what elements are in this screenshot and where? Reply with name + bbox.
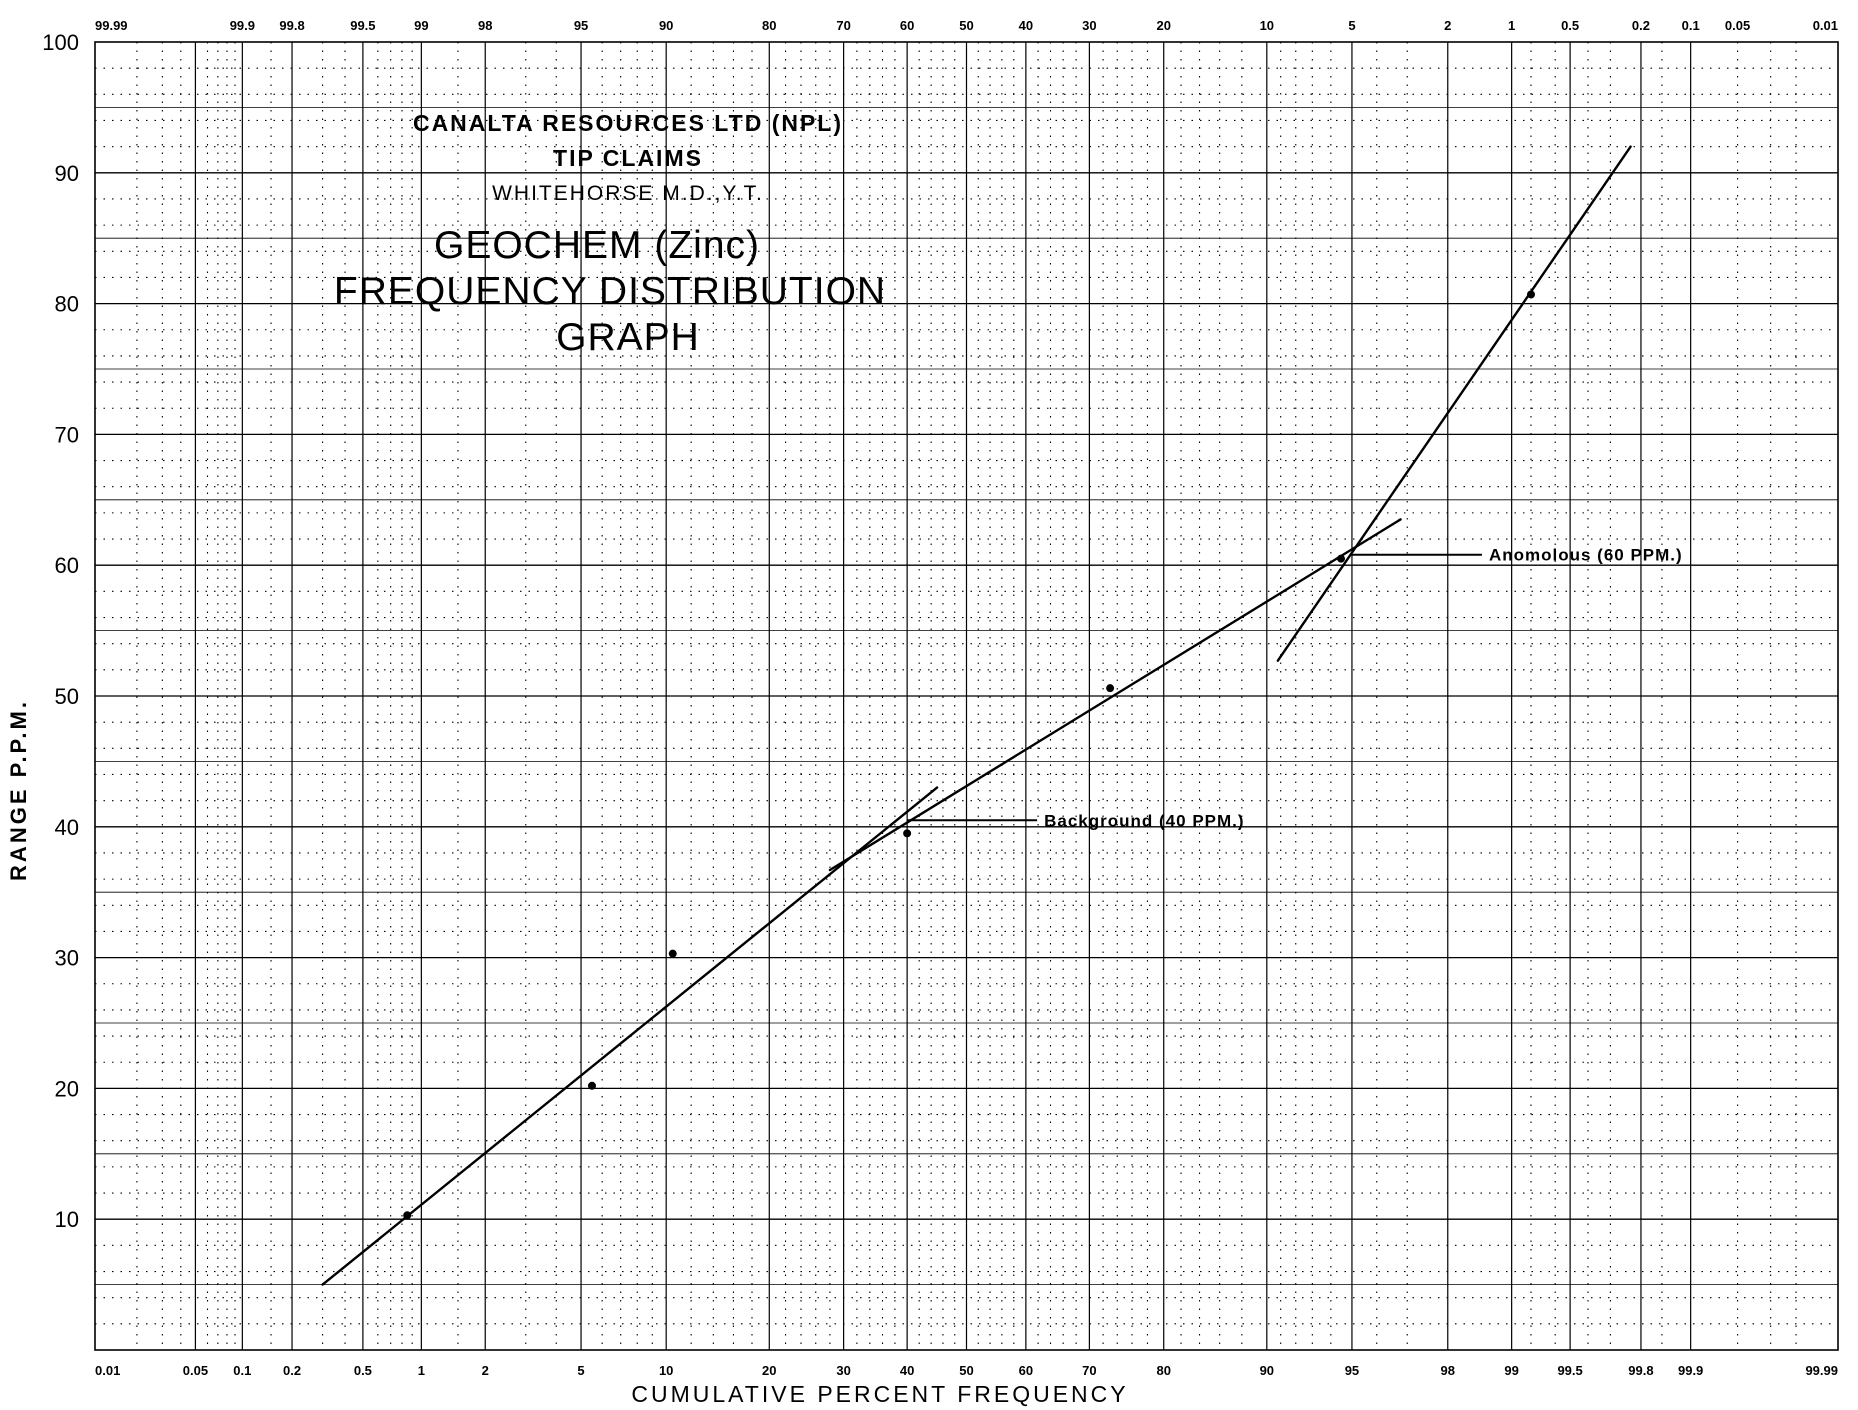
x-tick-label: 99 bbox=[1504, 1363, 1518, 1378]
x-tick-label: 98 bbox=[1441, 1363, 1455, 1378]
top-tick-label: 20 bbox=[1156, 18, 1170, 33]
top-tick-label: 40 bbox=[1019, 18, 1033, 33]
data-point bbox=[1526, 290, 1535, 299]
x-tick-label: 0.2 bbox=[283, 1363, 301, 1378]
x-tick-label: 1 bbox=[418, 1363, 425, 1378]
y-tick-label: 10 bbox=[55, 1207, 79, 1232]
top-tick-label: 2 bbox=[1444, 18, 1451, 33]
title-block: CANALTA RESOURCES LTD (NPL) TIP CLAIMS W… bbox=[334, 110, 886, 359]
top-tick-label: 5 bbox=[1348, 18, 1355, 33]
x-tick-label: 0.01 bbox=[95, 1363, 120, 1378]
title-frequency-distribution: FREQUENCY DISTRIBUTION bbox=[334, 270, 886, 313]
fit-line bbox=[321, 786, 939, 1286]
top-tick-label: 1 bbox=[1508, 18, 1515, 33]
x-tick-label: 20 bbox=[762, 1363, 776, 1378]
x-tick-label: 0.5 bbox=[354, 1363, 372, 1378]
top-tick-label: 80 bbox=[762, 18, 776, 33]
major-grid bbox=[95, 42, 1838, 1350]
x-tick-label: 0.05 bbox=[183, 1363, 208, 1378]
top-tick-label: 99 bbox=[414, 18, 428, 33]
y-axis-title: RANGE P.P.M. bbox=[6, 699, 31, 881]
top-tick-label: 0.01 bbox=[1813, 18, 1838, 33]
data-point bbox=[403, 1211, 412, 1220]
top-tick-label: 99.5 bbox=[350, 18, 375, 33]
plot-frame bbox=[94, 41, 1839, 1351]
fit-lines bbox=[321, 145, 1632, 1286]
x-tick-label: 80 bbox=[1156, 1363, 1170, 1378]
data-point bbox=[1337, 554, 1346, 563]
x-tick-label: 60 bbox=[1019, 1363, 1033, 1378]
x-tick-label: 70 bbox=[1082, 1363, 1096, 1378]
title-company: CANALTA RESOURCES LTD (NPL) bbox=[413, 110, 843, 136]
top-tick-label: 95 bbox=[574, 18, 588, 33]
y-tick-label: 90 bbox=[55, 161, 79, 186]
y-tick-label: 20 bbox=[55, 1076, 79, 1101]
fit-line bbox=[828, 518, 1402, 872]
annotation-label: Background (40 PPM.) bbox=[1044, 811, 1244, 830]
data-point bbox=[903, 829, 912, 838]
x-tick-label: 90 bbox=[1260, 1363, 1274, 1378]
title-claims: TIP CLAIMS bbox=[553, 145, 703, 171]
x-tick-label: 30 bbox=[836, 1363, 850, 1378]
title-graph: GRAPH bbox=[556, 316, 700, 359]
x-tick-label: 40 bbox=[900, 1363, 914, 1378]
top-tick-label: 30 bbox=[1082, 18, 1096, 33]
x-tick-label: 5 bbox=[577, 1363, 584, 1378]
top-tick-label: 90 bbox=[659, 18, 673, 33]
x-tick-label: 10 bbox=[659, 1363, 673, 1378]
x-tick-label: 2 bbox=[482, 1363, 489, 1378]
title-location: WHITEHORSE M.D.,Y.T. bbox=[492, 182, 764, 205]
y-tick-label: 100 bbox=[42, 30, 79, 55]
x-axis-title: CUMULATIVE PERCENT FREQUENCY bbox=[631, 1381, 1128, 1407]
top-tick-label: 60 bbox=[900, 18, 914, 33]
top-tick-label: 0.5 bbox=[1561, 18, 1579, 33]
data-point bbox=[1106, 684, 1115, 693]
x-tick-label: 99.99 bbox=[1805, 1363, 1838, 1378]
top-tick-label: 99.9 bbox=[230, 18, 255, 33]
x-tick-label: 95 bbox=[1345, 1363, 1359, 1378]
y-tick-label: 50 bbox=[55, 684, 79, 709]
top-tick-label: 0.2 bbox=[1632, 18, 1650, 33]
fit-line bbox=[1276, 145, 1632, 662]
top-tick-label: 99.8 bbox=[279, 18, 304, 33]
top-tick-label: 10 bbox=[1260, 18, 1274, 33]
top-tick-label: 99.99 bbox=[95, 18, 128, 33]
title-geochem: GEOCHEM (Zinc) bbox=[434, 224, 760, 267]
top-tick-label: 0.05 bbox=[1725, 18, 1750, 33]
annotation-label: Anomolous (60 PPM.) bbox=[1489, 546, 1683, 565]
data-points bbox=[403, 290, 1535, 1220]
bottom-tick-labels: 0.01 0.05 0.1 0.2 0.5 1 2 5 10 20 30 40 50 60 70 80 90 95… bbox=[95, 1363, 1838, 1378]
data-point bbox=[668, 949, 677, 958]
y-tick-label: 70 bbox=[55, 422, 79, 447]
x-tick-label: 99.8 bbox=[1628, 1363, 1653, 1378]
top-tick-labels: 99.99 99.9 99.8 99.5 99 98 95 90 80 70 60 50 40 30 20 1… bbox=[95, 18, 1838, 33]
top-tick-label: 0.1 bbox=[1682, 18, 1700, 33]
y-tick-label: 40 bbox=[55, 815, 79, 840]
x-tick-label: 99.9 bbox=[1678, 1363, 1703, 1378]
annotations: Background (40 PPM.) Anomolous (60 PPM.) bbox=[907, 546, 1683, 830]
x-tick-label: 50 bbox=[959, 1363, 973, 1378]
data-point bbox=[587, 1081, 596, 1090]
x-tick-label: 99.5 bbox=[1557, 1363, 1582, 1378]
top-tick-label: 98 bbox=[478, 18, 492, 33]
y-tick-label: 30 bbox=[55, 946, 79, 971]
x-tick-label: 0.1 bbox=[233, 1363, 251, 1378]
top-tick-label: 50 bbox=[959, 18, 973, 33]
top-tick-label: 70 bbox=[836, 18, 850, 33]
y-tick-label: 60 bbox=[55, 553, 79, 578]
y-tick-labels: 10 20 30 40 50 60 70 80 90 100 bbox=[42, 30, 79, 1232]
y-tick-label: 80 bbox=[55, 292, 79, 317]
